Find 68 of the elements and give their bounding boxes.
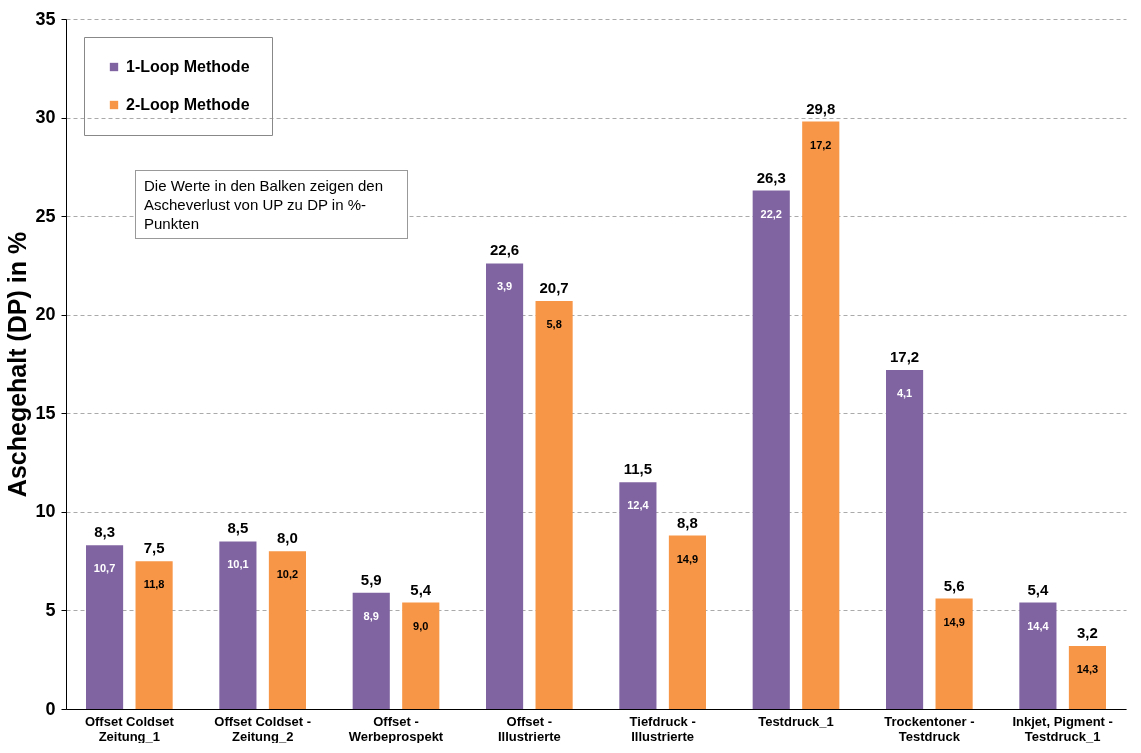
- x-tick-label: Offset Coldset - Zeitung_2: [214, 713, 312, 744]
- annotation: 12,4: [627, 499, 650, 512]
- y-tick-label: 10: [35, 501, 56, 522]
- data-label: 29,8: [806, 99, 836, 117]
- bar: [486, 263, 524, 709]
- note-box: Die Werte in den Balken zeigen den Ascheverlust von UP zu DP in %-Punkten: [135, 170, 408, 239]
- data-label: 22,6: [489, 241, 520, 259]
- x-tick-label: Offset Coldset Zeitung_1: [84, 713, 175, 744]
- bar: [1019, 602, 1057, 709]
- y-axis-title: Aschegehalt (DP) in %: [3, 231, 32, 498]
- bar: [935, 598, 973, 709]
- legend-label: 2-Loop Methode: [126, 96, 250, 113]
- annotation: 22,2: [760, 207, 782, 220]
- x-tick-label: Testdruck_1: [758, 713, 834, 729]
- annotation: 14,9: [943, 615, 965, 628]
- annotation: 14,4: [1027, 619, 1050, 632]
- annotation: 3,9: [496, 280, 513, 293]
- y-tick-label: 0: [45, 698, 56, 719]
- y-tick-label: 25: [35, 205, 56, 226]
- y-tick-label: 30: [35, 107, 56, 128]
- bar: [268, 551, 306, 709]
- annotation: 10,2: [276, 568, 299, 581]
- x-tick-label: Inkjet, Pigment - Testdruck_1: [1012, 713, 1113, 744]
- bar: [352, 592, 390, 709]
- annotation: 4,1: [896, 386, 913, 399]
- annotation: 14,9: [676, 552, 699, 565]
- data-label: 8,3: [94, 523, 115, 541]
- bar: [402, 602, 440, 709]
- y-tick-label: 20: [35, 304, 56, 325]
- annotation: 11,8: [143, 578, 165, 591]
- data-label: 7,5: [143, 539, 165, 557]
- legend-label: 1-Loop Methode: [126, 58, 250, 75]
- data-label: 5,4: [410, 580, 432, 598]
- data-label: 20,7: [539, 278, 569, 296]
- bar: [1068, 645, 1106, 709]
- data-label: 5,4: [1027, 580, 1049, 598]
- x-tick-label: Offset - Werbeprospekt: [348, 713, 444, 744]
- annotation: 8,9: [363, 609, 379, 622]
- bar: [219, 541, 257, 709]
- annotation: 10,7: [93, 562, 116, 575]
- data-label: 5,6: [943, 576, 965, 594]
- data-label: 11,5: [623, 460, 653, 478]
- x-tick-label: Tiefdruck - Illustrierte: [629, 713, 696, 744]
- x-tick-label: Offset - Illustrierte: [497, 713, 561, 744]
- data-label: 26,3: [756, 168, 786, 186]
- annotation: 17,2: [810, 138, 832, 151]
- y-tick-label: 35: [35, 8, 56, 29]
- x-tick-label: Trockentoner - Testdruck: [884, 713, 975, 744]
- bar: [619, 482, 657, 709]
- bar: [752, 190, 790, 709]
- data-label: 8,5: [227, 519, 249, 537]
- data-label: 5,9: [360, 570, 382, 588]
- bar: [135, 561, 173, 709]
- annotation: 10,1: [227, 558, 249, 571]
- data-label: 8,0: [277, 529, 298, 547]
- annotation: 14,3: [1076, 662, 1099, 675]
- data-label: 3,2: [1077, 623, 1098, 641]
- data-label: 8,8: [677, 513, 698, 531]
- bar: [86, 545, 124, 709]
- annotation: 5,8: [546, 317, 562, 330]
- bar: [802, 121, 840, 709]
- y-tick-label: 15: [35, 402, 56, 423]
- bar: [668, 535, 706, 709]
- y-tick-label: 5: [45, 599, 56, 620]
- annotation: 9,0: [413, 619, 429, 632]
- data-label: 17,2: [889, 347, 920, 365]
- bar: [886, 369, 924, 709]
- bar: [535, 300, 573, 709]
